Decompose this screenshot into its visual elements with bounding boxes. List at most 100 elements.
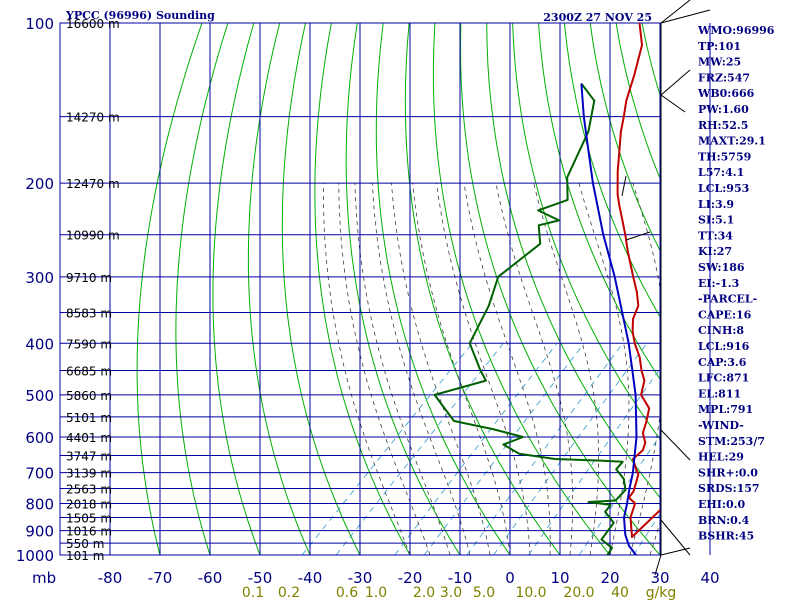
temperature-tick-label: -70 bbox=[148, 569, 173, 587]
mixing-ratio-label: 1.0 bbox=[365, 585, 387, 600]
temperature-tick-label: 30 bbox=[650, 569, 669, 587]
x-axis-unit-label: mb bbox=[32, 569, 56, 587]
stat-line: MW:25 bbox=[698, 56, 741, 69]
stat-line: BSHR:45 bbox=[698, 530, 754, 543]
mixing-ratio-label: g/kg bbox=[646, 585, 677, 600]
height-label: 14270 m bbox=[66, 111, 120, 125]
parcel-line bbox=[580, 83, 638, 555]
mixing-ratio-label: 0.2 bbox=[278, 585, 300, 600]
datetime-label: 2300Z 27 NOV 25 bbox=[543, 11, 652, 24]
moist-adiabat bbox=[463, 183, 551, 555]
wind-barb bbox=[660, 547, 691, 556]
mixing-ratio-label: 5.0 bbox=[473, 585, 495, 600]
moist-adiabat bbox=[372, 183, 471, 555]
stat-line: CAPE:16 bbox=[698, 308, 752, 321]
pressure-tick-label: 400 bbox=[25, 335, 54, 353]
temperature-tick-label: 0 bbox=[505, 569, 515, 587]
stat-line: SI:5.1 bbox=[698, 214, 734, 227]
mixing-ratio-label: 20.0 bbox=[563, 585, 594, 600]
temperature-line bbox=[616, 23, 660, 538]
mixing-ratio-label: 2.0 bbox=[413, 585, 435, 600]
station-title: YPCC (96996) Sounding bbox=[65, 9, 215, 22]
height-label: 6685 m bbox=[66, 365, 112, 379]
stat-line: MAXT:29.1 bbox=[698, 135, 766, 148]
height-label: 4401 m bbox=[66, 431, 112, 445]
height-label: 2018 m bbox=[66, 497, 112, 511]
wind-barb bbox=[660, 9, 711, 24]
height-label: 1505 m bbox=[66, 511, 112, 525]
mixing-ratio-label: 3.0 bbox=[440, 585, 462, 600]
stat-line: KI:27 bbox=[698, 245, 732, 258]
stat-line: CAP:3.6 bbox=[698, 356, 747, 369]
height-label: 5101 m bbox=[66, 411, 112, 425]
stat-line: PW:1.60 bbox=[698, 103, 749, 116]
stat-line: SW:186 bbox=[698, 261, 745, 274]
stat-line: FRZ:547 bbox=[698, 71, 750, 84]
stat-line: SHR+:0.0 bbox=[698, 466, 758, 479]
stat-line: CINH:8 bbox=[698, 324, 744, 337]
temperature-tick-label: 20 bbox=[600, 569, 619, 587]
stat-line: -WIND- bbox=[698, 419, 744, 432]
moist-adiabat bbox=[354, 183, 451, 555]
stat-line: WB0:666 bbox=[697, 87, 755, 100]
height-label: 5860 m bbox=[66, 389, 112, 403]
stat-line: TP:101 bbox=[698, 40, 741, 53]
stat-line: LCL:916 bbox=[698, 340, 750, 353]
stat-line: BRN:0.4 bbox=[698, 514, 750, 527]
temperature-tick-label: -80 bbox=[98, 569, 123, 587]
stat-line: LI:3.9 bbox=[698, 198, 734, 211]
stat-line: LFC:871 bbox=[698, 372, 749, 385]
wind-barb bbox=[660, 94, 686, 113]
mixing-ratio-label: 40 bbox=[611, 585, 629, 600]
pressure-tick-label: 200 bbox=[25, 175, 54, 193]
wind-barb bbox=[621, 175, 627, 197]
height-label: 10990 m bbox=[66, 229, 120, 243]
temperature-tick-label: -60 bbox=[198, 569, 223, 587]
pressure-tick-label: 300 bbox=[25, 269, 54, 287]
moist-adiabat bbox=[322, 183, 411, 555]
wind-barb bbox=[660, 69, 691, 96]
moist-adiabat bbox=[338, 183, 431, 555]
temperature-tick-label: 10 bbox=[550, 569, 569, 587]
wind-barb bbox=[654, 554, 662, 576]
temperature-tick-label: -20 bbox=[398, 569, 423, 587]
pressure-tick-label: 100 bbox=[25, 15, 54, 33]
height-label: 7590 m bbox=[66, 337, 112, 351]
stat-line: EHI:0.0 bbox=[698, 498, 745, 511]
pressure-tick-label: 600 bbox=[25, 429, 54, 447]
height-label: 101 m bbox=[66, 549, 104, 563]
height-label: 9710 m bbox=[66, 271, 112, 285]
height-label: 550 m bbox=[66, 537, 104, 551]
stat-line: LCL:953 bbox=[698, 182, 749, 195]
moist-adiabat bbox=[578, 182, 630, 555]
stats-panel: WMO:96996 TP:101 MW:25 FRZ:547 WB0:666 PW:1.6… bbox=[697, 24, 775, 543]
stat-line: TT:34 bbox=[698, 229, 733, 242]
temperature-tick-label: -10 bbox=[448, 569, 473, 587]
moist-adiabat bbox=[495, 183, 574, 555]
dewpoint-line bbox=[433, 82, 627, 555]
stat-line: TH:5759 bbox=[698, 150, 751, 163]
stat-line: WMO:96996 bbox=[697, 24, 775, 37]
moist-adiabat bbox=[533, 183, 599, 555]
mixing-ratio-label: 0.6 bbox=[336, 585, 358, 600]
stat-line: RH:52.5 bbox=[698, 119, 748, 132]
series-layer bbox=[433, 23, 660, 555]
stat-line: STM:253/7 bbox=[698, 435, 765, 448]
pressure-tick-label: 1000 bbox=[16, 547, 54, 565]
temperature-tick-label: 40 bbox=[700, 569, 719, 587]
mixing-ratio-label: 10.0 bbox=[515, 585, 546, 600]
stat-line: EL:811 bbox=[698, 387, 741, 400]
temperature-tick-label: -40 bbox=[298, 569, 323, 587]
stat-line: L57:4.1 bbox=[698, 166, 744, 179]
height-label: 1016 m bbox=[66, 525, 112, 539]
wind-barb bbox=[660, 0, 691, 24]
stat-line: -PARCEL- bbox=[698, 293, 757, 306]
stat-line: EI:-1.3 bbox=[698, 277, 739, 290]
pressure-tick-label: 800 bbox=[25, 495, 54, 513]
temperature-tick-label: -30 bbox=[348, 569, 373, 587]
height-label: 8583 m bbox=[66, 306, 112, 320]
stat-line: MPL:791 bbox=[698, 403, 753, 416]
